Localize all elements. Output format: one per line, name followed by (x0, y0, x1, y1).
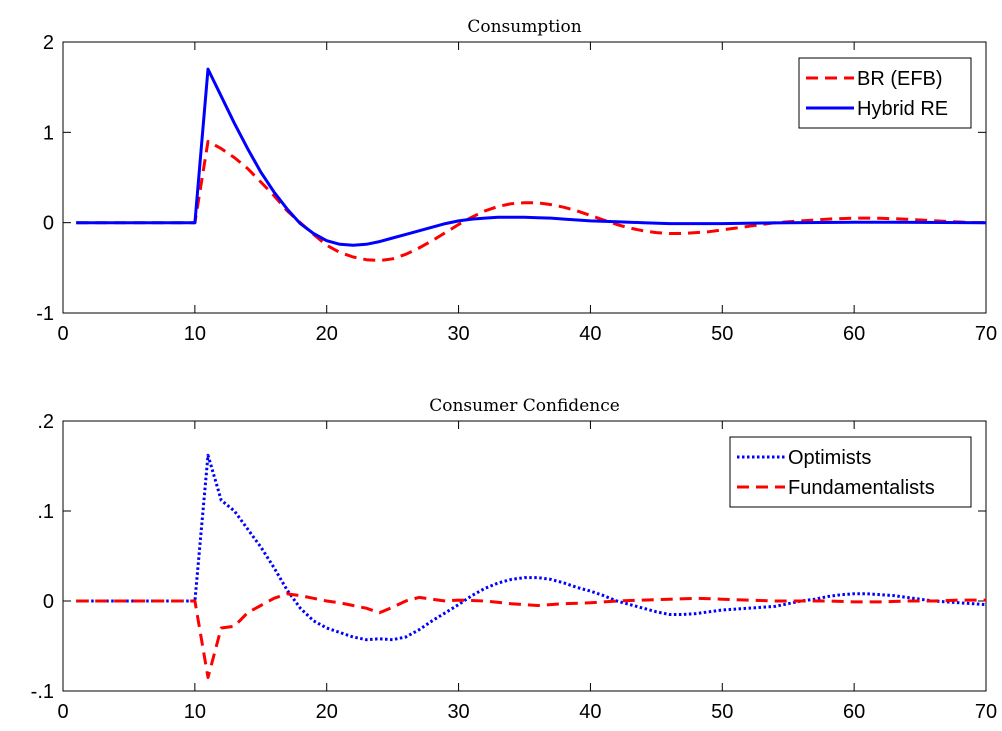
y-tick-label: 0 (43, 591, 54, 613)
x-tick-label: 40 (579, 323, 601, 345)
consumption-y-ticks: -1 0 1 2 (36, 32, 986, 325)
x-tick-label: 70 (975, 323, 997, 345)
consumption-legend: BR (EFB) Hybrid RE (798, 57, 972, 129)
x-tick-label: 30 (447, 701, 469, 723)
y-tick-label: 0 (43, 213, 54, 235)
x-tick-label: 60 (843, 701, 865, 723)
consumer-confidence-legend-box (729, 436, 972, 508)
consumer-confidence-x-ticks: 0 10 20 30 40 50 60 70 (57, 421, 997, 723)
x-tick-label: 10 (184, 323, 206, 345)
y-tick-label: 2 (43, 32, 54, 54)
y-tick-label: .2 (37, 411, 54, 433)
legend-label-fundamentalists: Fundamentalists (788, 477, 935, 499)
y-tick-label: .1 (37, 501, 54, 523)
consumption-series-lines (76, 67, 987, 263)
consumption-legend-box (798, 57, 972, 129)
x-tick-label: 0 (57, 701, 68, 723)
legend-label-br-efb: BR (EFB) (857, 68, 943, 90)
x-tick-label: 70 (975, 701, 997, 723)
x-tick-label: 20 (316, 701, 338, 723)
series-line-hybrid-re (76, 67, 987, 247)
legend-label-optimists: Optimists (788, 447, 871, 469)
y-tick-label: 1 (43, 122, 54, 144)
consumer-confidence-panel: Consumer Confidence 0 10 20 30 40 50 60 70 -.10… (31, 396, 997, 723)
consumer-confidence-y-ticks: -.1 0 .1 .2 (31, 411, 986, 703)
y-tick-label: -.1 (31, 681, 54, 703)
consumer-confidence-title: Consumer Confidence (429, 396, 620, 416)
x-tick-label: 20 (316, 323, 338, 345)
legend-label-hybrid-re: Hybrid RE (857, 98, 948, 120)
y-tick-label: -1 (36, 303, 54, 325)
x-tick-label: 40 (579, 701, 601, 723)
consumer-confidence-legend: Optimists Fundamentalists (729, 436, 972, 508)
consumer-confidence-series-lines (76, 453, 987, 679)
consumption-x-ticks: 0 10 20 30 40 50 60 70 (57, 42, 997, 345)
x-tick-label: 10 (184, 701, 206, 723)
x-tick-label: 60 (843, 323, 865, 345)
x-tick-label: 50 (711, 323, 733, 345)
x-tick-label: 30 (447, 323, 469, 345)
series-line-fundamentalists (76, 592, 986, 679)
x-tick-label: 50 (711, 701, 733, 723)
consumption-title: Consumption (467, 17, 581, 37)
x-tick-label: 0 (57, 323, 68, 345)
series-line-optimists (76, 453, 987, 642)
